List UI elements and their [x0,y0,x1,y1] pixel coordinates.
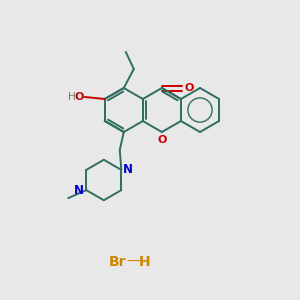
Text: N: N [123,164,133,176]
Text: H: H [139,255,151,269]
Text: O: O [185,83,194,93]
Text: Br: Br [109,255,127,269]
Text: O: O [157,135,167,145]
Text: O: O [74,92,84,102]
Text: —: — [126,255,140,269]
Text: N: N [74,184,84,196]
Text: H: H [68,92,76,102]
